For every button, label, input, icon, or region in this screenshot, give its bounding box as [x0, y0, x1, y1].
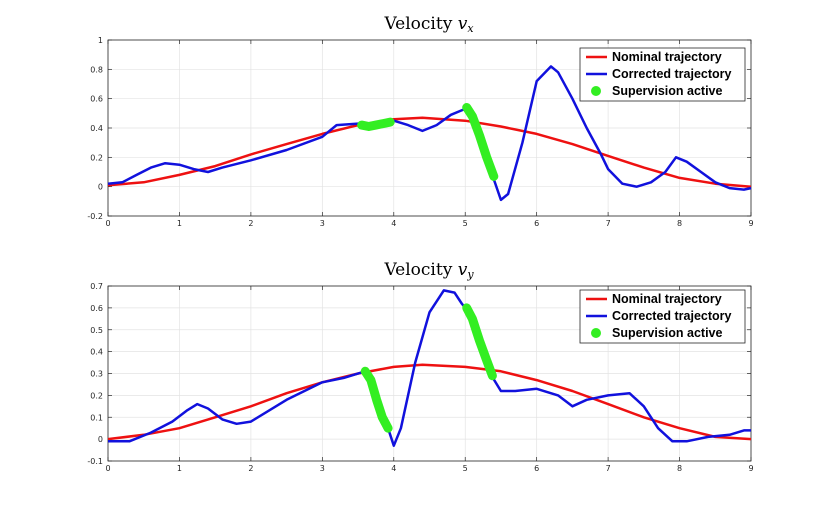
- y-tick-label: -0.2: [87, 212, 103, 221]
- y-tick-label: 0.5: [90, 326, 103, 335]
- plot-area: [107, 65, 752, 202]
- axes: 0 1 2 3 4 5 6 7 8 9-0.200.20.40.60.81: [87, 36, 753, 228]
- y-tick-label: -0.1: [87, 457, 103, 466]
- x-tick-label: 0: [105, 464, 110, 473]
- series-supervision-active: [462, 303, 497, 381]
- y-tick-label: 0.6: [90, 95, 103, 104]
- chart-velocity-vx: Velocity vx 0 1 2 3 4 5 6 7 8 9-0.200.20.40.60.81…: [87, 14, 753, 228]
- x-tick-label: 9: [748, 219, 753, 228]
- legend-swatch-supervision: [591, 328, 601, 338]
- plot-frame: [107, 285, 752, 462]
- x-tick-label: 6: [534, 464, 539, 473]
- legend-label-nominal: Nominal trajectory: [612, 50, 722, 64]
- legend-label-nominal: Nominal trajectory: [612, 292, 722, 306]
- y-tick-label: 0.4: [90, 124, 103, 133]
- plot-area: [107, 289, 752, 447]
- legend-box: [579, 289, 746, 344]
- x-tick-label: 3: [320, 219, 325, 228]
- x-tick-label: 7: [606, 464, 611, 473]
- y-tick-label: 0.3: [90, 370, 103, 379]
- x-tick-label: 8: [677, 219, 682, 228]
- chart-title: Velocity vx: [383, 14, 474, 35]
- x-tick-label: 1: [177, 219, 182, 228]
- y-tick-label: 0.6: [90, 304, 103, 313]
- y-tick-label: 0: [98, 183, 103, 192]
- plot-frame: [107, 39, 752, 217]
- y-tick-label: 0.7: [90, 282, 103, 291]
- chart-title: Velocity vy: [383, 260, 474, 281]
- legend: Nominal trajectory Corrected trajectory …: [579, 289, 746, 344]
- legend: Nominal trajectory Corrected trajectory …: [579, 47, 746, 102]
- chart-velocity-vy: Velocity vy 0 1 2 3 4 5 6 7 8 9-0.100.10.20.30.40…: [87, 260, 753, 473]
- y-tick-label: 0.2: [90, 153, 103, 162]
- x-tick-label: 1: [177, 464, 182, 473]
- series-supervision-active: [357, 117, 395, 131]
- x-tick-label: 7: [606, 219, 611, 228]
- x-tick-label: 0: [105, 219, 110, 228]
- y-tick-label: 0: [98, 435, 103, 444]
- x-tick-label: 2: [248, 464, 253, 473]
- series-nominal-trajectory: [107, 363, 752, 441]
- x-tick-label: 2: [248, 219, 253, 228]
- x-tick-label: 8: [677, 464, 682, 473]
- y-tick-label: 1: [98, 36, 103, 45]
- legend-box: [579, 47, 746, 102]
- series-supervision-active: [462, 103, 499, 181]
- series-corrected-trajectory: [108, 289, 751, 447]
- x-tick-label: 5: [463, 464, 468, 473]
- legend-label-corrected: Corrected trajectory: [612, 309, 732, 323]
- series-supervision-active: [360, 366, 393, 433]
- x-tick-label: 3: [320, 464, 325, 473]
- y-tick-label: 0.4: [90, 348, 103, 357]
- x-tick-label: 6: [534, 219, 539, 228]
- x-tick-label: 5: [463, 219, 468, 228]
- y-tick-label: 0.8: [90, 65, 103, 74]
- y-tick-label: 0.1: [90, 413, 103, 422]
- x-tick-label: 4: [391, 464, 396, 473]
- x-tick-label: 4: [391, 219, 396, 228]
- legend-swatch-supervision: [591, 86, 601, 96]
- legend-label-supervision: Supervision active: [612, 326, 723, 340]
- series-nominal-trajectory: [107, 116, 752, 188]
- legend-label-corrected: Corrected trajectory: [612, 67, 732, 81]
- y-tick-label: 0.2: [90, 391, 103, 400]
- legend-label-supervision: Supervision active: [612, 84, 723, 98]
- x-tick-label: 9: [748, 464, 753, 473]
